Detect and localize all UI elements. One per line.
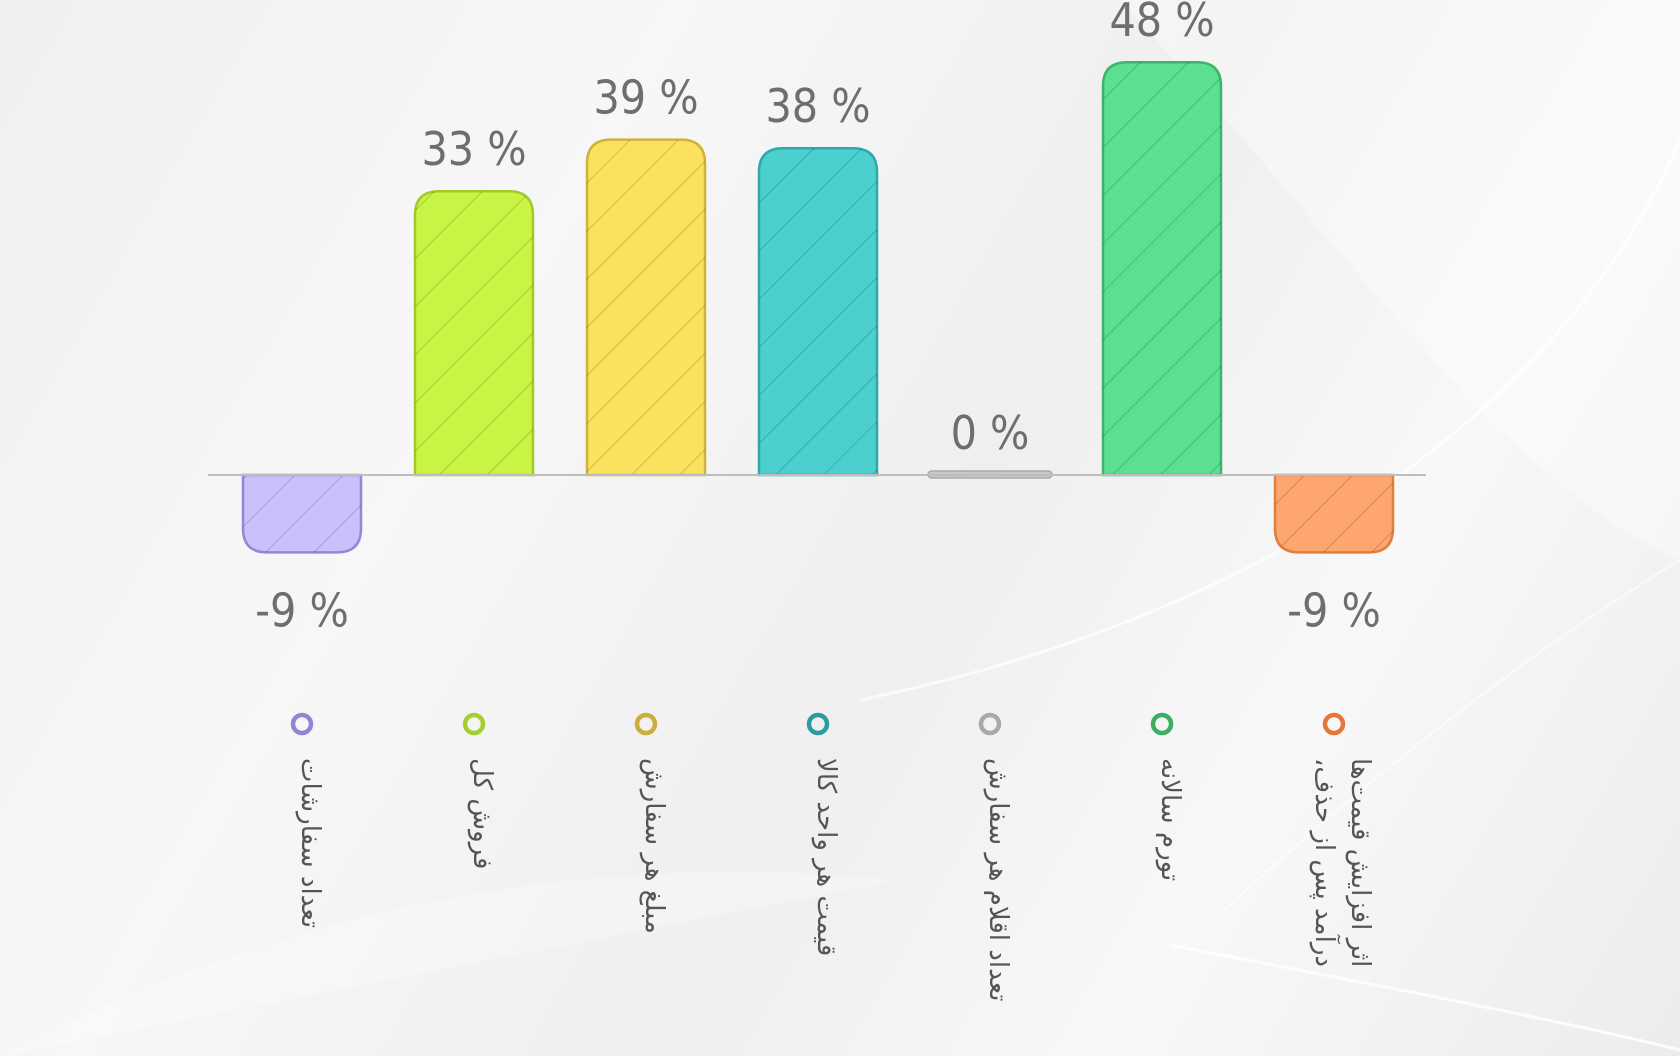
legend-marker-5 <box>978 712 1002 736</box>
value-label-2: 33 % <box>421 122 526 176</box>
legend-marker-4 <box>806 712 830 736</box>
value-label-7: -9 % <box>1287 583 1381 637</box>
category-label-5: تعداد اقلام هر سفارش <box>983 758 1013 1002</box>
value-labels-layer: -9 % 33 % 39 % 38 % 0 % 48 % -9 % <box>255 0 1381 637</box>
category-label-7-line-2: اثر افزایش قیمت‌ها <box>1345 758 1375 967</box>
bar-4 <box>757 146 879 477</box>
legend-marker-7 <box>1322 712 1346 736</box>
bars-layer <box>241 60 1395 554</box>
legend-marker-2 <box>462 712 486 736</box>
value-label-5: 0 % <box>951 406 1030 460</box>
value-label-4: 38 % <box>765 79 870 133</box>
bar-1 <box>241 473 363 554</box>
bar-6 <box>1101 60 1223 477</box>
category-label-6: تورم سالانه <box>1155 758 1185 881</box>
value-label-6: 48 % <box>1109 0 1214 47</box>
legend-marker-6 <box>1150 712 1174 736</box>
value-label-1: -9 % <box>255 583 349 637</box>
bar-7 <box>1273 473 1395 554</box>
legend-marker-1 <box>290 712 314 736</box>
value-label-3: 39 % <box>593 71 698 125</box>
category-label-2: فروش کل <box>467 758 497 869</box>
legend-marker-3 <box>634 712 658 736</box>
category-labels-layer: تعداد سفارشات فروش کل مبلغ هر سفارش قیمت هر… <box>290 712 1375 1002</box>
bar-3 <box>585 138 707 477</box>
category-label-7-line-1: درآمد پس از حذف، <box>1309 758 1341 967</box>
category-label-3: مبلغ هر سفارش <box>639 758 669 934</box>
category-label-4: قیمت هر واحد کالا <box>811 758 841 956</box>
bar-2 <box>413 189 535 477</box>
category-label-1: تعداد سفارشات <box>295 758 325 928</box>
